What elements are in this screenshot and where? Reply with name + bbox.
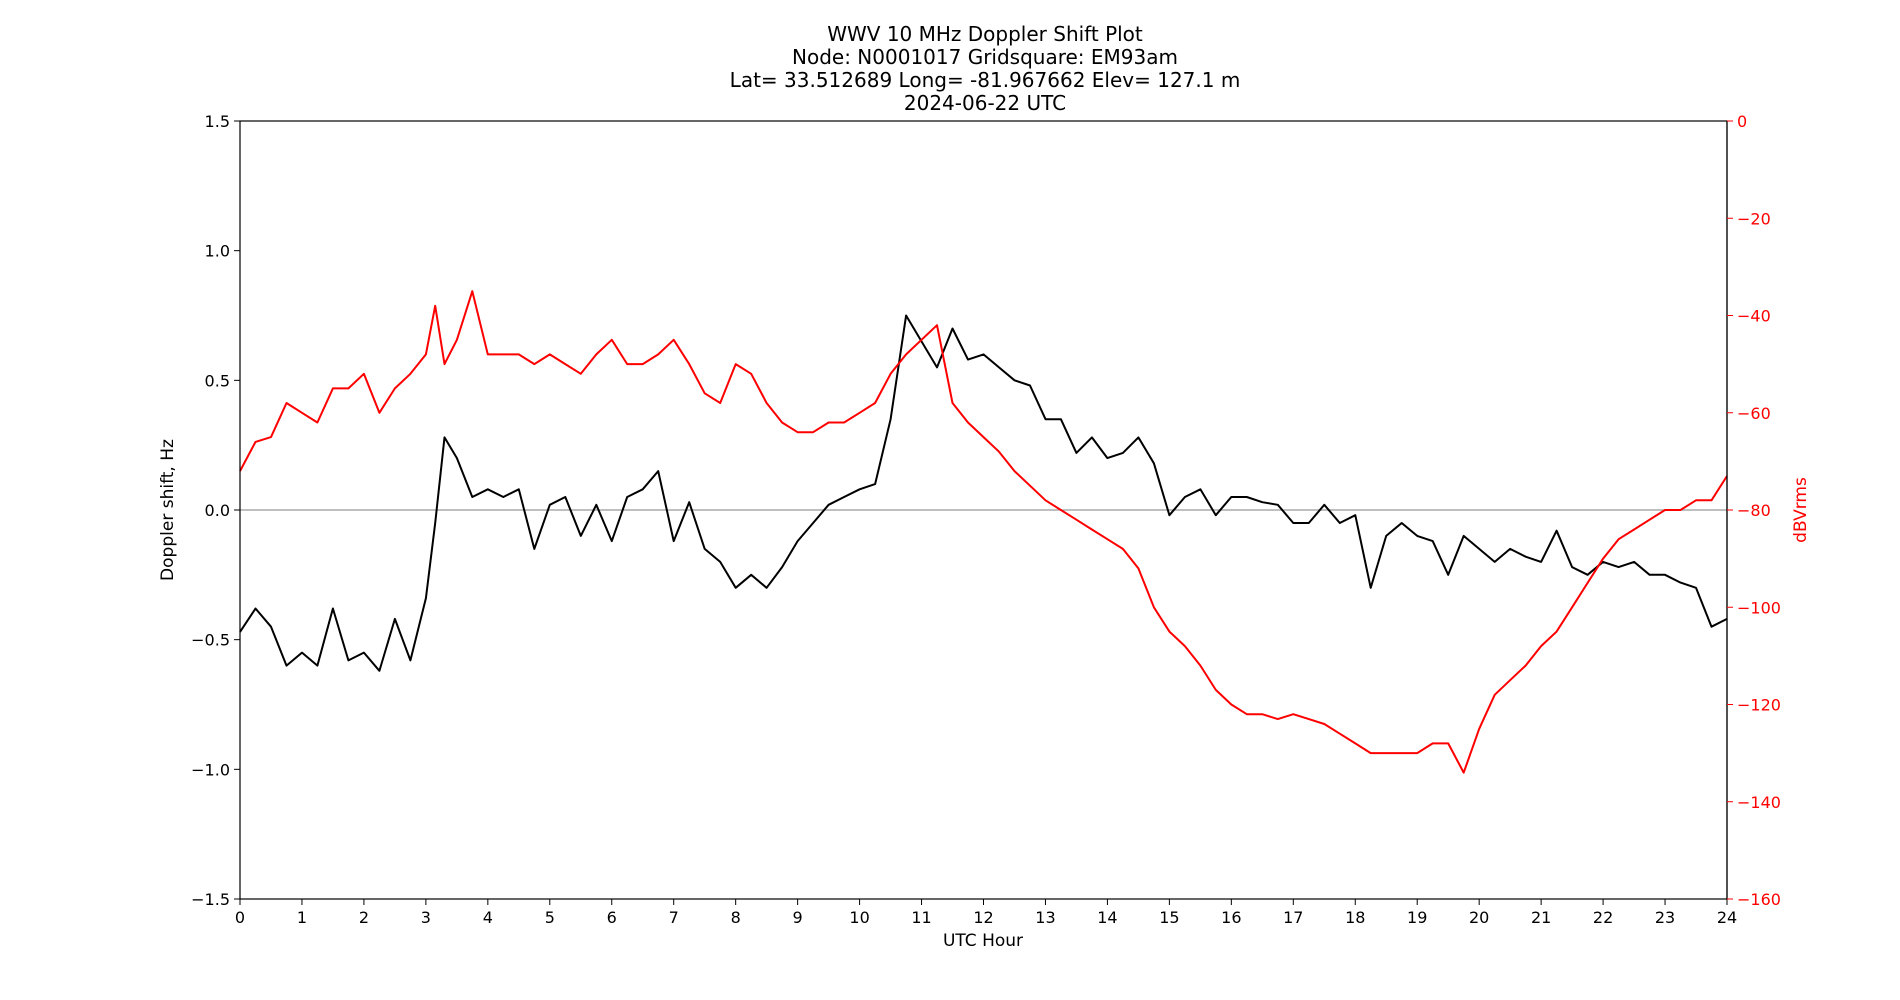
title-line-3: Lat= 33.512689 Long= -81.967662 Elev= 12…	[730, 68, 1241, 92]
y-right-tick-label: −160	[1737, 890, 1781, 909]
x-tick-label: 17	[1283, 908, 1303, 927]
y-right-tick-label: −100	[1737, 598, 1781, 617]
x-tick-label: 22	[1593, 908, 1613, 927]
y-left-tick-label: 1.5	[205, 112, 230, 131]
x-tick-label: 13	[1035, 908, 1055, 927]
x-tick-label: 5	[545, 908, 555, 927]
x-tick-label: 21	[1531, 908, 1551, 927]
x-tick-label: 7	[669, 908, 679, 927]
x-tick-label: 11	[911, 908, 931, 927]
x-tick-label: 9	[793, 908, 803, 927]
y-right-tick-label: −80	[1737, 501, 1771, 520]
y-left-tick-label: −1.5	[191, 890, 230, 909]
x-axis-label: UTC Hour	[943, 931, 1023, 951]
x-tick-label: 2	[359, 908, 369, 927]
x-tick-label: 1	[297, 908, 307, 927]
y-axis-left: 1.5 1.0 0.5 0.0 −0.5 −1.0 −1.5	[191, 112, 240, 909]
y-left-tick-label: 0.5	[205, 371, 230, 390]
title-line-4: 2024-06-22 UTC	[904, 91, 1066, 115]
x-tick-label: 23	[1655, 908, 1675, 927]
y-right-tick-label: −40	[1737, 307, 1771, 326]
x-tick-label: 0	[235, 908, 245, 927]
x-tick-label: 4	[483, 908, 493, 927]
y-right-tick-label: −120	[1737, 696, 1781, 715]
y-right-tick-label: −140	[1737, 793, 1781, 812]
y-right-tick-label: 0	[1737, 112, 1747, 131]
y-axis-right: 0 −20 −40 −60 −80 −100 −120 −140 −160	[1726, 112, 1781, 909]
y-axis-left-label: Doppler shift, Hz	[158, 439, 178, 581]
y-right-tick-label: −60	[1737, 404, 1771, 423]
power-series-line	[239, 290, 1728, 774]
x-tick-label: 8	[731, 908, 741, 927]
x-tick-label: 20	[1469, 908, 1489, 927]
x-tick-label: 10	[849, 908, 869, 927]
y-axis-right-label: dBVrms	[1791, 477, 1811, 543]
x-tick-label: 18	[1345, 908, 1365, 927]
x-tick-label: 15	[1159, 908, 1179, 927]
chart-title: WWV 10 MHz Doppler Shift Plot Node: N000…	[730, 22, 1241, 115]
y-left-tick-label: −0.5	[191, 631, 230, 650]
y-right-tick-label: −20	[1737, 209, 1771, 228]
x-axis: 0 1 2 3 4 5 6 7 8 9 10 11 12 13 14 15 16 17 18 19 20 21 22 23 24	[235, 899, 1737, 927]
y-left-tick-label: −1.0	[191, 760, 230, 779]
x-tick-label: 16	[1221, 908, 1241, 927]
doppler-series-line	[239, 314, 1728, 672]
x-tick-label: 12	[973, 908, 993, 927]
x-tick-label: 19	[1407, 908, 1427, 927]
title-line-2: Node: N0001017 Gridsquare: EM93am	[792, 45, 1178, 69]
x-tick-label: 6	[607, 908, 617, 927]
x-tick-label: 24	[1717, 908, 1737, 927]
y-left-tick-label: 0.0	[205, 501, 230, 520]
y-left-tick-label: 1.0	[205, 242, 230, 261]
title-line-1: WWV 10 MHz Doppler Shift Plot	[827, 22, 1143, 46]
x-tick-label: 14	[1097, 908, 1117, 927]
x-tick-label: 3	[421, 908, 431, 927]
